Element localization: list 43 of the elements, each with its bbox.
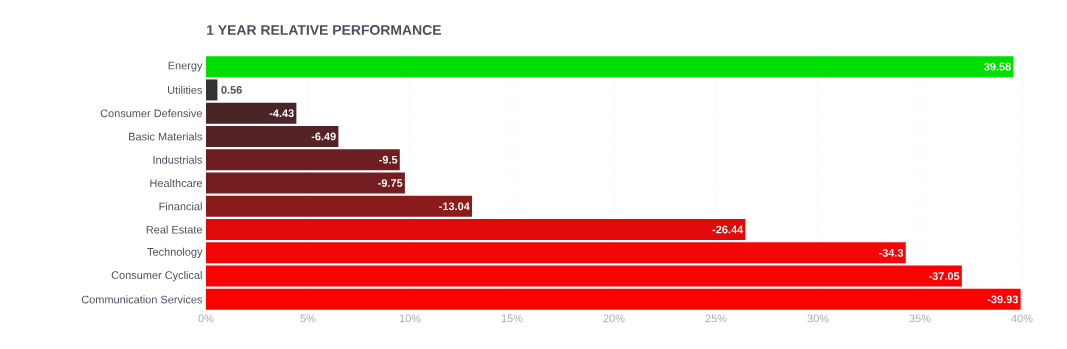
bar [206,125,339,147]
y-tick-label: Technology [147,247,203,258]
x-tick-label: 35% [909,314,931,323]
bar [206,102,297,124]
annotation: -37.05 [928,272,960,280]
annotation: -9.75 [378,179,403,187]
annotation: 0.56 [221,86,242,94]
x-tick-label: 10% [399,314,421,323]
annotation: 39.58 [984,62,1011,71]
y-tick-label: Healthcare [150,178,202,188]
x-tick-label: 25% [705,314,727,323]
y-tick-label: Basic Materials [129,132,203,141]
bar [206,265,962,287]
chart-title: 1 YEAR RELATIVE PERFORMANCE [207,25,441,35]
annotation: -39.93 [987,295,1018,304]
annotation: -34.3 [878,248,904,257]
bar [206,56,1014,78]
y-tick-label: Real Estate [146,225,202,234]
x-tick-label: 20% [603,314,625,323]
x-tick-label: 15% [501,314,523,323]
annotation: -9.5 [379,155,398,164]
x-tick-label: 40% [1011,314,1033,323]
bar [206,149,400,171]
y-tick-label: Consumer Defensive [100,109,202,118]
y-tick-label: Communication Services [81,295,203,304]
x-tick-label: 30% [807,314,829,323]
bar [206,172,405,194]
annotation: -13.04 [439,202,470,211]
bar [206,195,473,217]
bar [206,242,906,264]
x-tick-label: 0% [198,314,214,323]
annotation: -26.44 [712,225,744,234]
bar [206,79,218,101]
bar [206,288,1021,310]
y-tick-label: Energy [168,61,203,72]
bar [206,219,746,241]
annotation: -4.43 [269,109,294,118]
y-tick-label: Financial [159,202,202,211]
y-tick-label: Utilities [168,85,203,94]
x-tick-label: 5% [300,314,316,323]
y-tick-label: Consumer Cyclical [111,270,202,282]
y-tick-label: Industrials [153,155,203,164]
annotation: -6.49 [311,132,336,141]
